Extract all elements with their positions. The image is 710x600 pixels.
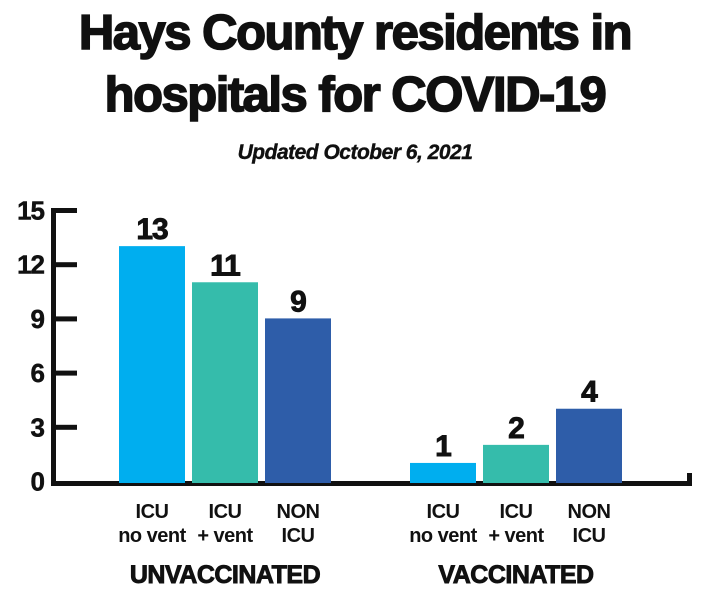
bar-value-label: 9 [290, 285, 306, 318]
bar-vaccinated-icu-novent [410, 462, 476, 483]
bar-value-label: 13 [136, 213, 168, 246]
y-tick-label-3: 3 [31, 412, 45, 442]
bar-category-line1: ICU [209, 501, 242, 523]
y-tick-15 [56, 208, 77, 213]
group-label-vaccinated: VACCINATED [438, 561, 593, 589]
bar-category-line2: + vent [488, 525, 544, 547]
bar-value-label: 1 [435, 430, 451, 463]
y-tick-12 [56, 262, 77, 268]
chart-title: Hays County residents in hospitals for C… [0, 2, 710, 126]
bar-category-line1: ICU [427, 501, 460, 523]
chart-title-line-1: Hays County residents in [78, 5, 633, 61]
bar-unvaccinated-non-icu [265, 318, 331, 483]
bar-category-line2: ICU [573, 525, 606, 547]
y-tick-6 [56, 370, 77, 376]
bar-value-label: 4 [581, 376, 598, 409]
bar-category-line1: ICU [136, 501, 169, 523]
bar-category-line1: NON [568, 501, 611, 523]
bar-category-line2: no vent [409, 525, 477, 547]
bar-vaccinated-icu-vent [483, 444, 549, 483]
bar-unvaccinated-icu-vent [192, 282, 258, 483]
y-tick-label-12: 12 [17, 250, 44, 280]
y-axis-line [51, 208, 56, 486]
bar-value-label: 2 [508, 412, 524, 445]
chart-title-line-2: hospitals for COVID-19 [104, 67, 608, 123]
y-tick-label-6: 6 [31, 358, 45, 388]
bar-category-line2: ICU [282, 525, 315, 547]
bar-category-line1: ICU [500, 501, 533, 523]
y-tick-9 [56, 316, 77, 322]
bar-category-line2: + vent [197, 525, 253, 547]
group-label-unvaccinated: UNVACCINATED [130, 561, 320, 589]
bar-category-line1: NON [277, 501, 320, 523]
bar-unvaccinated-icu-novent [119, 246, 185, 483]
y-tick-3 [56, 424, 77, 430]
bar-vaccinated-non-icu [556, 408, 622, 483]
x-axis-line [51, 481, 692, 486]
y-tick-label-9: 9 [31, 304, 45, 334]
bar-value-label: 11 [210, 249, 240, 282]
bar-category-line2: no vent [118, 525, 186, 547]
x-axis-end-tick [687, 473, 692, 486]
y-tick-label-0: 0 [31, 467, 45, 497]
y-tick-label-15: 15 [17, 196, 44, 226]
chart-subtitle: Updated October 6, 2021 [237, 141, 473, 164]
